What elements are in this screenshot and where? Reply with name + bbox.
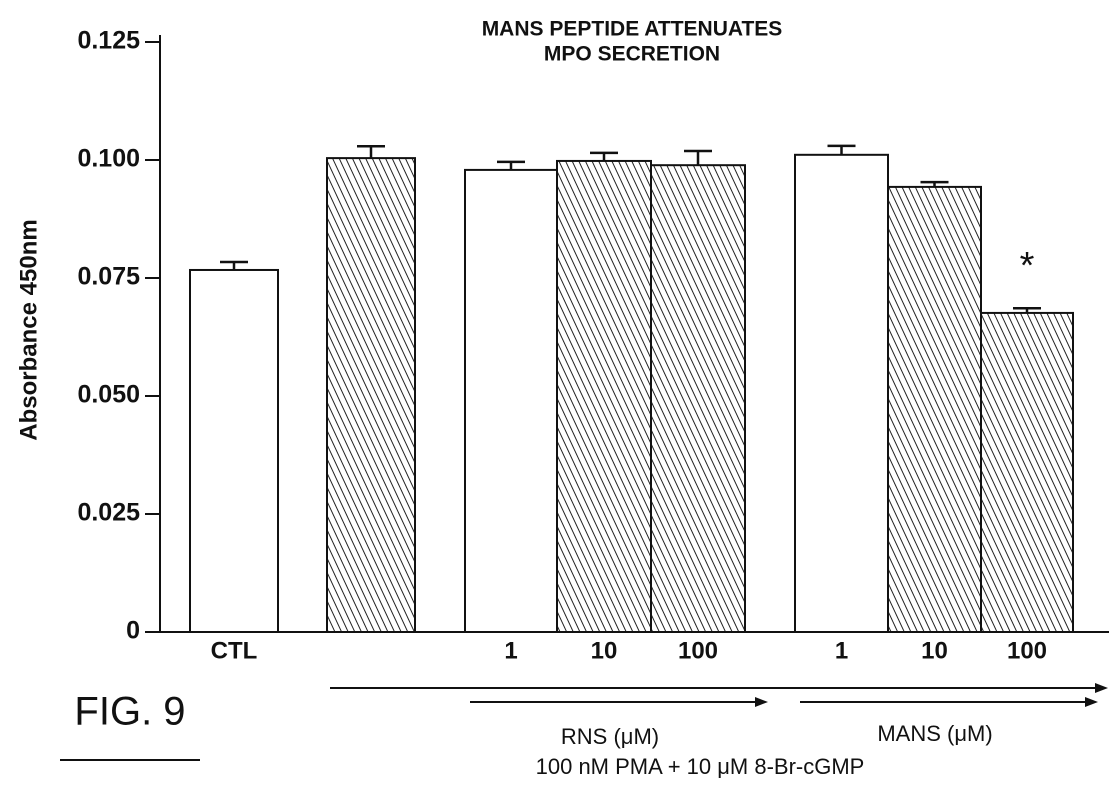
y-axis-label: Absorbance 450nm [15, 219, 42, 440]
y-tick-label: 0 [126, 617, 140, 645]
figure-label: FIG. 9 [74, 690, 185, 734]
arrow-head [1095, 683, 1108, 693]
error-bar [497, 160, 525, 170]
error-bar [590, 151, 618, 161]
bar [189, 268, 279, 633]
chart-title: MANS PEPTIDE ATTENUATES [482, 18, 783, 41]
group-label: RNS (μM) [561, 724, 659, 749]
bar [326, 157, 416, 633]
y-tick-label: 0.075 [77, 263, 140, 291]
x-tick-label: 1 [504, 637, 517, 664]
error-bar [827, 144, 856, 155]
error-bar [684, 149, 712, 166]
bar [556, 159, 652, 633]
bar [887, 185, 982, 634]
chart-title: MPO SECRETION [544, 43, 720, 66]
y-tick-label: 0.100 [77, 145, 140, 173]
arrow-head [1085, 697, 1098, 707]
y-tick-label: 0.125 [77, 27, 140, 55]
x-tick-label: 100 [1007, 637, 1047, 664]
error-bar [1013, 306, 1041, 313]
bar [650, 164, 746, 634]
x-tick-label: 1 [835, 637, 848, 664]
bar [794, 153, 889, 633]
annotation: * [1020, 245, 1035, 287]
group-label: MANS (μM) [877, 721, 992, 746]
bar [980, 311, 1074, 633]
x-tick-label: CTL [211, 637, 258, 664]
error-bar [357, 145, 385, 159]
y-tick-label: 0.025 [77, 499, 140, 527]
x-tick-label: 100 [678, 637, 718, 664]
error-bar [920, 180, 949, 187]
x-tick-label: 10 [591, 637, 618, 664]
bar [464, 168, 558, 634]
group-label: 100 nM PMA + 10 μM 8-Br-cGMP [536, 754, 865, 779]
error-bar [220, 260, 248, 270]
y-tick-label: 0.050 [77, 381, 140, 409]
x-tick-label: 10 [921, 637, 948, 664]
arrow-head [755, 697, 768, 707]
